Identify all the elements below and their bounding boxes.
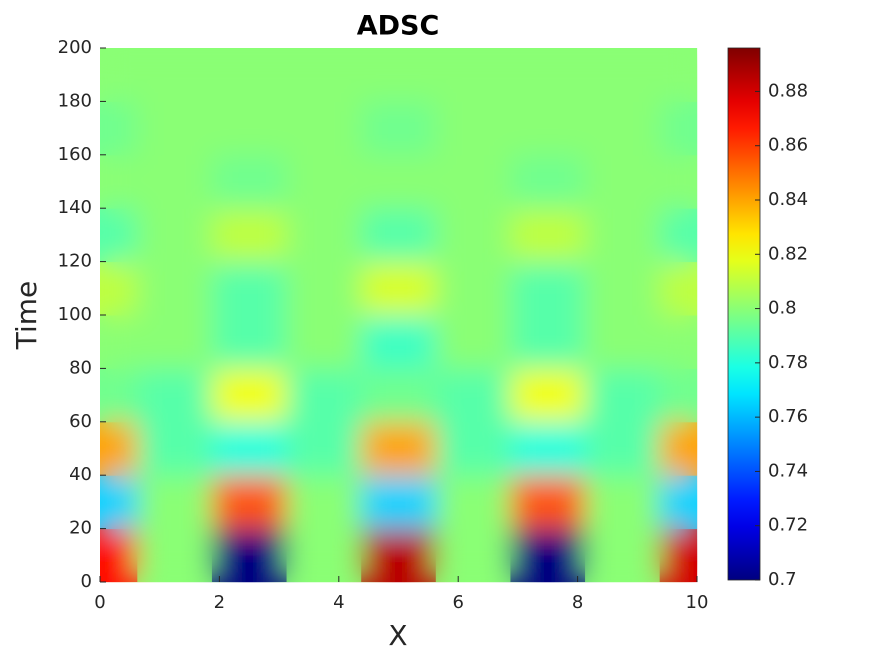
y-tick-label: 80: [69, 357, 92, 378]
y-tick-label: 180: [58, 90, 92, 111]
colorbar: [727, 47, 761, 581]
colorbar-tick-label: 0.76: [768, 406, 808, 427]
y-tick-label: 200: [58, 37, 92, 58]
x-tick-label: 4: [333, 592, 344, 613]
x-tick-label: 2: [214, 592, 225, 613]
y-tick-label: 140: [58, 197, 92, 218]
y-tick-label: 40: [69, 464, 92, 485]
y-axis-label: Time: [10, 281, 43, 351]
colorbar-tick-label: 0.82: [768, 243, 808, 264]
x-tick-label: 10: [686, 592, 709, 613]
y-tick-label: 160: [58, 144, 92, 165]
x-tick-label: 6: [452, 592, 463, 613]
colorbar-tick-label: 0.74: [768, 460, 808, 481]
colorbar-tick-label: 0.88: [768, 80, 808, 101]
colorbar-tick-label: 0.78: [768, 352, 808, 373]
colorbar-tick-label: 0.84: [768, 189, 808, 210]
x-tick-label: 0: [94, 592, 105, 613]
chart-title: ADSC: [357, 11, 440, 42]
colorbar-tick-label: 0.72: [768, 515, 808, 536]
y-tick-label: 0: [81, 571, 92, 592]
heatmap-smoothing: [100, 48, 698, 583]
colorbar-tick-label: 0.8: [768, 298, 797, 319]
x-tick-label: 8: [572, 592, 583, 613]
y-tick-label: 20: [69, 518, 92, 539]
y-tick-label: 100: [58, 304, 92, 325]
colorbar-tick-label: 0.7: [768, 569, 797, 590]
y-tick-label: 60: [69, 411, 92, 432]
y-tick-label: 120: [58, 251, 92, 272]
colorbar-tick-label: 0.86: [768, 135, 808, 156]
x-axis-label: X: [388, 619, 407, 652]
